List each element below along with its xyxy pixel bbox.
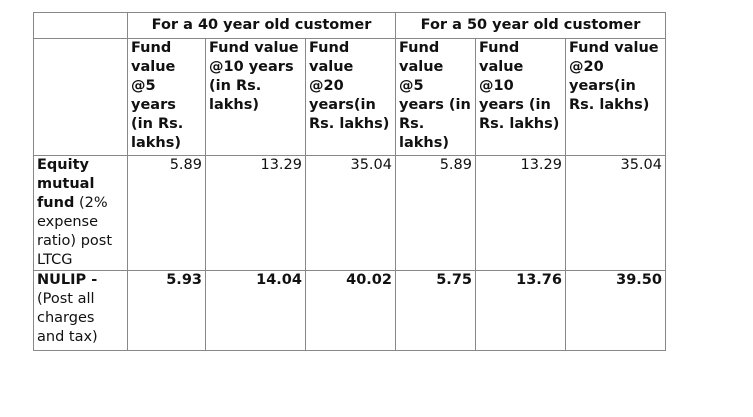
data-row: NULIP - (Post all charges and tax) 5.93 … (33, 270, 666, 351)
corner-cell (33, 38, 128, 156)
value-cell: 35.04 (565, 155, 666, 271)
row-note: (2% expense ratio) post LTCG (37, 195, 113, 268)
value-cell: 5.89 (395, 155, 476, 271)
column-header: Fund value @5 years (in Rs. lakhs) (395, 38, 476, 156)
column-header: Fund value @10 years (in Rs. lakhs) (205, 38, 306, 156)
column-header: Fund value @5 years (in Rs. lakhs) (127, 38, 206, 156)
group-header: For a 50 year old customer (395, 12, 666, 39)
corner-cell (33, 12, 128, 39)
column-header: Fund value @20 years(in Rs. lakhs) (305, 38, 396, 156)
row-header: NULIP - (Post all charges and tax) (33, 270, 128, 351)
row-label: Equity mutual fund (37, 157, 95, 211)
column-row: Fund value @5 years (in Rs. lakhs) Fund … (33, 38, 666, 156)
group-header: For a 40 year old customer (127, 12, 396, 39)
value-cell: 5.89 (127, 155, 206, 271)
value-cell: 13.76 (475, 270, 566, 351)
value-cell: 13.29 (205, 155, 306, 271)
comparison-table: For a 40 year old customer For a 50 year… (33, 12, 666, 351)
value-cell: 40.02 (305, 270, 396, 351)
value-cell: 35.04 (305, 155, 396, 271)
value-cell: 5.75 (395, 270, 476, 351)
row-header: Equity mutual fund (2% expense ratio) po… (33, 155, 128, 271)
value-cell: 5.93 (127, 270, 206, 351)
value-cell: 14.04 (205, 270, 306, 351)
row-note: (Post all charges and tax) (37, 291, 98, 345)
column-header: Fund value @10 years (in Rs. lakhs) (475, 38, 566, 156)
data-row: Equity mutual fund (2% expense ratio) po… (33, 155, 666, 271)
row-label: NULIP - (37, 272, 98, 288)
value-cell: 39.50 (565, 270, 666, 351)
group-row: For a 40 year old customer For a 50 year… (33, 12, 666, 39)
column-header: Fund value @20 years(in Rs. lakhs) (565, 38, 666, 156)
value-cell: 13.29 (475, 155, 566, 271)
